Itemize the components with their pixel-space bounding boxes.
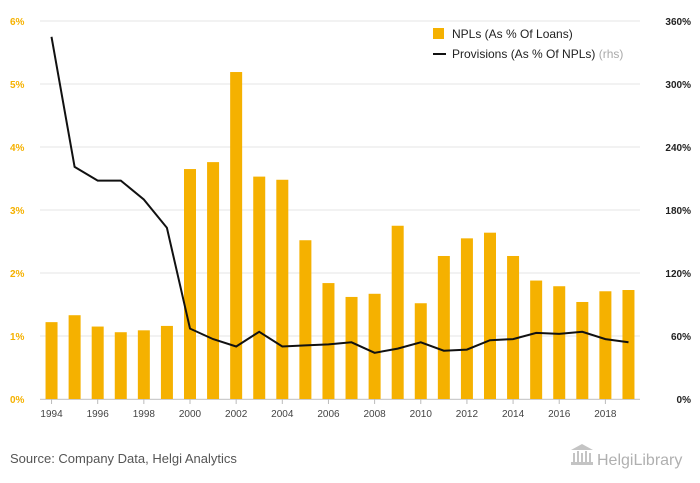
gridlines: [40, 20, 640, 400]
x-tick-label: 2004: [271, 409, 294, 420]
left-tick-label: 5%: [10, 80, 25, 91]
building-icon: [571, 444, 593, 465]
left-tick-label: 0%: [10, 395, 25, 406]
left-tick-label: 6%: [10, 17, 25, 28]
npl-bar: [160, 325, 173, 399]
right-tick-label: 300%: [665, 80, 691, 91]
left-tick-label: 2%: [10, 269, 25, 280]
right-tick-label: 180%: [665, 206, 691, 217]
npl-bar: [91, 326, 104, 399]
npl-bar: [207, 162, 220, 399]
npl-bar: [576, 301, 589, 399]
right-tick-label: 120%: [665, 269, 691, 280]
npl-bar: [553, 286, 566, 399]
left-tick-label: 3%: [10, 206, 25, 217]
legend: NPLs (As % Of Loans) Provisions (As % Of…: [433, 27, 623, 61]
npl-bar: [484, 232, 496, 399]
npl-bar: [276, 179, 289, 399]
npl-bars: [45, 72, 635, 399]
npl-bar: [391, 225, 404, 399]
legend-rhs-note: (rhs): [599, 47, 624, 61]
npl-bar: [368, 293, 381, 399]
x-tick-label: 1994: [40, 409, 63, 420]
x-tick-label: 2012: [456, 409, 479, 420]
x-tick-label: 2000: [179, 409, 202, 420]
right-tick-label: 60%: [671, 332, 691, 343]
x-tick-label: 1996: [87, 409, 110, 420]
legend-swatch-npl: [433, 28, 444, 39]
legend-label-provisions: Provisions (As % Of NPLs) (rhs): [452, 47, 623, 61]
x-tick-label: 1998: [133, 409, 156, 420]
left-axis: 0% 1% 2% 3% 4% 5% 6%: [10, 17, 25, 406]
brand-name: HelgiLibrary: [597, 452, 682, 469]
x-tick-label: 2014: [502, 409, 525, 420]
npl-bar: [437, 255, 450, 399]
npl-bar: [230, 72, 243, 399]
npl-bar: [345, 296, 358, 399]
npl-bar: [114, 332, 127, 399]
source-text: Source: Company Data, Helgi Analytics: [10, 451, 237, 466]
x-axis: 1994 1996 1998 2000 2002 2004 2006 2008 2010 2012…: [40, 399, 640, 420]
npl-bar: [137, 330, 150, 399]
npl-bar: [253, 176, 266, 399]
npl-bar: [507, 255, 520, 399]
left-tick-label: 1%: [10, 332, 25, 343]
x-tick-label: 2018: [594, 409, 617, 420]
npl-bar: [622, 290, 635, 399]
npl-bar: [599, 291, 612, 399]
npl-bar: [45, 322, 58, 399]
helgi-logo: HelgiLibrary: [571, 444, 682, 469]
right-tick-label: 360%: [665, 17, 691, 28]
npl-bar: [530, 280, 543, 399]
x-tick-label: 2006: [317, 409, 340, 420]
right-axis: 0% 60% 120% 180% 240% 300% 360%: [665, 17, 691, 406]
x-tick-label: 2016: [548, 409, 571, 420]
npl-bar: [299, 240, 312, 399]
npl-bar: [414, 303, 427, 399]
x-tick-label: 2002: [225, 409, 248, 420]
left-tick-label: 4%: [10, 143, 25, 154]
right-tick-label: 240%: [665, 143, 691, 154]
npl-bar: [184, 169, 196, 399]
npl-bar: [460, 238, 473, 399]
provisions-line: [50, 36, 629, 354]
npl-bar: [68, 315, 81, 399]
npl-bar: [322, 283, 335, 399]
legend-label-npl: NPLs (As % Of Loans): [452, 27, 573, 41]
right-tick-label: 0%: [677, 395, 692, 406]
x-tick-label: 2008: [363, 409, 386, 420]
x-tick-label: 2010: [410, 409, 433, 420]
